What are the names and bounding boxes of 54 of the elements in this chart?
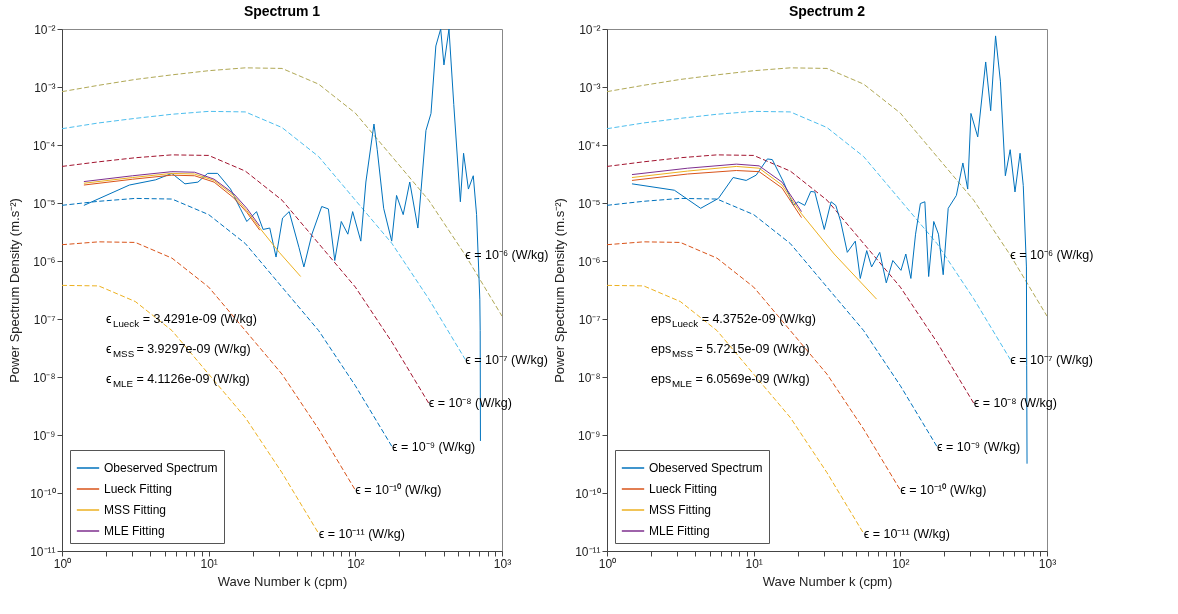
y-tick-label: 10⁻⁵ — [33, 196, 56, 211]
line-series — [62, 154, 430, 404]
x-tick-label: 10² — [892, 556, 910, 571]
annotation: ϵ = 10⁻⁹ (W/kg) — [936, 439, 1021, 454]
y-tick-label: 10⁻¹¹ — [30, 544, 56, 559]
y-tick-label: 10⁻⁸ — [578, 370, 601, 385]
legend-label: MLE Fitting — [104, 524, 165, 538]
legend-label: Obeserved Spectrum — [649, 461, 763, 475]
y-tick-label: 10⁻¹¹ — [575, 544, 601, 559]
legend-label: MSS Fitting — [104, 503, 167, 517]
annotation: ϵ = 10⁻¹¹ (W/kg) — [863, 526, 950, 541]
y-tick-label: 10⁻⁸ — [33, 370, 56, 385]
y-tick-label: 10⁻⁶ — [33, 254, 56, 269]
line-series — [607, 154, 975, 404]
y-tick-label: 10⁻⁹ — [578, 428, 601, 443]
x-tick-label: 10⁰ — [598, 556, 617, 571]
chart-title: Spectrum 2 — [788, 3, 866, 19]
y-tick-label: 10⁻⁵ — [578, 196, 601, 211]
annotation: ϵ = 10⁻¹⁰ (W/kg) — [900, 483, 987, 498]
line-series — [607, 110, 1011, 361]
x-tick-label: 10³ — [1038, 556, 1057, 571]
annotation: ϵ = 10⁻¹⁰ (W/kg) — [355, 483, 442, 498]
y-tick-label: 10⁻⁴ — [577, 138, 601, 153]
y-tick-label: 10⁻⁷ — [33, 312, 56, 327]
y-tick-label: 10⁻⁹ — [33, 428, 56, 443]
legend-label: Obeserved Spectrum — [104, 461, 218, 475]
y-tick-label: 10⁻¹⁰ — [575, 486, 601, 501]
legend-label: Lueck Fitting — [104, 482, 173, 496]
x-axis-title: Wave Number k (cpm) — [762, 573, 893, 589]
chart-title: Spectrum 1 — [243, 3, 321, 19]
annotation: ϵ = 10⁻¹¹ (W/kg) — [318, 526, 405, 541]
y-axis-title: Power Spectrum Density (m.s⁻²) — [552, 198, 568, 383]
x-tick-label: 10¹ — [745, 556, 763, 571]
annotation: ϵ = 10⁻⁶ (W/kg) — [1010, 248, 1094, 263]
annotation: ϵ = 10⁻⁹ (W/kg) — [391, 439, 476, 454]
legend-label: MLE Fitting — [649, 524, 710, 538]
legend-label: Lueck Fitting — [649, 482, 718, 496]
x-tick-label: 10² — [347, 556, 365, 571]
y-tick-label: 10⁻⁴ — [32, 138, 56, 153]
y-tick-label: 10⁻⁶ — [578, 254, 601, 269]
y-tick-label: 10⁻³ — [579, 80, 601, 95]
annotation: ϵ = 10⁻⁷ (W/kg) — [1010, 352, 1093, 367]
legend-label: MSS Fitting — [649, 503, 712, 517]
x-tick-label: 10⁰ — [53, 556, 72, 571]
y-axis-title: Power Spectrum Density (m.s⁻²) — [7, 198, 23, 383]
y-tick-label: 10⁻² — [579, 22, 601, 37]
y-tick-label: 10⁻¹⁰ — [30, 486, 56, 501]
y-tick-label: 10⁻² — [34, 22, 56, 37]
y-tick-label: 10⁻⁷ — [578, 312, 601, 327]
y-tick-label: 10⁻³ — [34, 80, 56, 95]
line-series — [62, 110, 466, 361]
x-tick-label: 10¹ — [200, 556, 218, 571]
x-tick-label: 10³ — [493, 556, 512, 571]
x-axis-title: Wave Number k (cpm) — [217, 573, 348, 589]
